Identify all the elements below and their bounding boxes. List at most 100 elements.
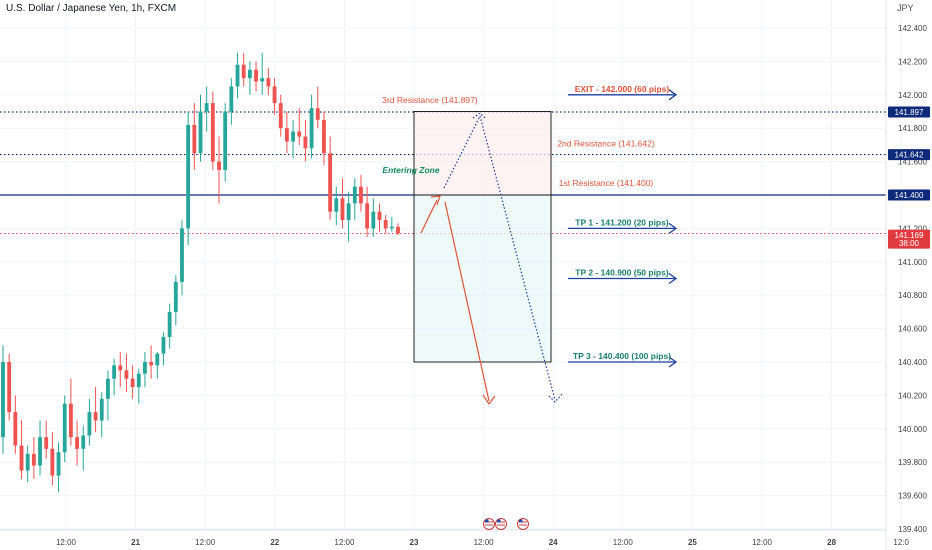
y-tick-label: 140.200 (898, 391, 927, 400)
y-tick-label: 141.000 (898, 258, 927, 267)
candle-body (62, 403, 67, 453)
x-tick-label: 12:00 (334, 538, 355, 547)
currency-label: JPY (897, 3, 914, 13)
y-tick-label: 140.000 (898, 425, 927, 434)
zone-layer[interactable]: Entering Zone (382, 111, 552, 363)
candle-body (389, 226, 394, 229)
candle-body (99, 398, 104, 421)
us-flag-event-icon[interactable] (483, 518, 495, 530)
y-tick-label: 139.400 (898, 525, 927, 534)
price-tag (888, 229, 930, 249)
resistance-3-label: 3rd Resistance (141.897) (382, 95, 478, 105)
candle-body (180, 228, 184, 282)
candle-body (340, 198, 345, 221)
alt-path-peak-arrowhead (472, 112, 487, 120)
tp3-target-label: TP 3 - 140.400 (100 pips) (573, 351, 671, 361)
exit-target-arrowhead (668, 89, 678, 101)
x-tick-label: 25 (688, 538, 697, 547)
candle-body (284, 128, 289, 142)
candle-body (143, 362, 147, 374)
us-flag-event-icon[interactable] (517, 518, 529, 530)
candle-body (204, 103, 209, 112)
flag-canton (519, 519, 523, 523)
candle-body (7, 362, 12, 413)
y-tick-label: 139.600 (898, 492, 927, 501)
tp1-target-label: TP 1 - 141.200 (20 pips) (575, 217, 669, 227)
candle-body (322, 119, 326, 154)
candle-body (247, 69, 252, 79)
candle-body (87, 412, 92, 436)
tp2-target-label: TP 2 - 140.900 (50 pips) (575, 268, 669, 278)
y-tick-label: 142.200 (898, 57, 927, 66)
candle-body (136, 373, 141, 388)
candle-body (93, 412, 98, 421)
price-tag (888, 106, 930, 118)
candle-body (223, 111, 228, 170)
candle-body (44, 437, 49, 449)
candle-body (241, 64, 246, 79)
grid-layer (0, 0, 902, 530)
candle-body (266, 78, 271, 87)
price-tag (888, 149, 930, 161)
candle-body (371, 211, 376, 229)
countdown-label: 38:00 (899, 239, 920, 248)
candle-body (352, 186, 357, 204)
x-tick-label: 12:00 (752, 538, 773, 547)
candle-body (346, 203, 351, 221)
y-tick-label: 142.000 (898, 91, 927, 100)
candle-body (149, 362, 154, 366)
x-tick-label: 24 (549, 538, 558, 547)
target-zone-box (413, 194, 552, 363)
candle-body (198, 111, 203, 154)
candle-body (254, 69, 258, 82)
candle-body (118, 365, 123, 371)
candle-body (315, 108, 320, 120)
candle-body (291, 131, 295, 142)
tp2-target-arrowhead (668, 272, 678, 285)
candle-body (106, 378, 110, 399)
price-tag-label: 141.642 (895, 151, 924, 160)
candle-body (31, 453, 36, 466)
drop-path-line (444, 201, 490, 402)
resistance-zone-box (413, 111, 552, 196)
candle-body (328, 153, 333, 212)
drop-path-arrowhead (482, 394, 496, 406)
candle-body (303, 136, 308, 149)
y-tick-label: 140.800 (898, 291, 927, 300)
candle-body (229, 86, 234, 112)
y-tick-label: 141.200 (898, 224, 927, 233)
resistance-2-label: 2nd Resistance (141.642) (557, 139, 655, 149)
candle-body (81, 435, 86, 449)
x-tick-label: 12:0 (893, 538, 909, 547)
annotation-layer: 3rd Resistance (141.897) 2nd Resistance (… (382, 84, 678, 406)
candle-body (272, 86, 277, 104)
entry-path-arrowhead (430, 195, 441, 206)
x-tick-label: 12:00 (195, 538, 216, 547)
x-tick-label: 22 (270, 538, 279, 547)
candle-body (13, 412, 18, 446)
candle-body (396, 226, 400, 234)
price-tag-label: 141.169 (895, 231, 924, 240)
candle-body (25, 453, 30, 471)
candle-body (365, 203, 370, 229)
y-tick-label: 139.800 (898, 458, 927, 467)
us-flag-event-icon[interactable] (495, 518, 507, 530)
tp1-target-arrowhead (668, 222, 678, 234)
candle-body (235, 64, 240, 87)
symbol-title[interactable]: U.S. Dollar / Japanese Yen, 1h, FXCM (6, 3, 177, 14)
y-tick-label: 142.400 (898, 24, 927, 33)
exit-target-label: EXIT - 142.000 (60 pips) (575, 84, 670, 94)
candle-body (19, 445, 24, 471)
candle-body (38, 437, 42, 466)
candle-body (161, 336, 166, 354)
y-tick-label: 140.400 (898, 358, 927, 367)
candle-body (309, 108, 314, 149)
candle-body (334, 198, 339, 212)
candle-body (124, 370, 129, 379)
candle-body (260, 78, 265, 82)
flag-canton (485, 519, 489, 523)
candle-body (75, 437, 79, 449)
